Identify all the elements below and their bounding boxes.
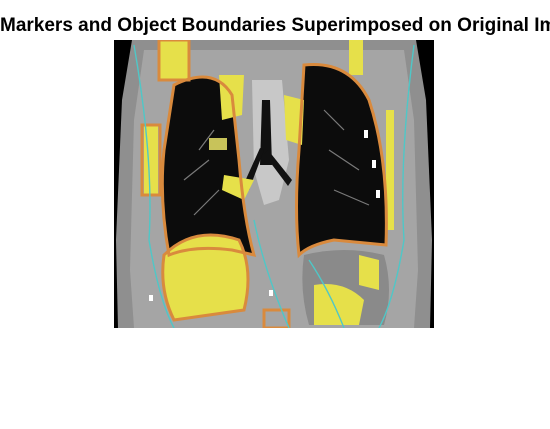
title-clip: Markers and Object Boundaries Superimpos… [0,0,550,60]
ct-coronal-chest-scan-icon [114,40,434,328]
image-axes[interactable] [114,40,434,328]
figure-title: Markers and Object Boundaries Superimpos… [0,15,550,36]
